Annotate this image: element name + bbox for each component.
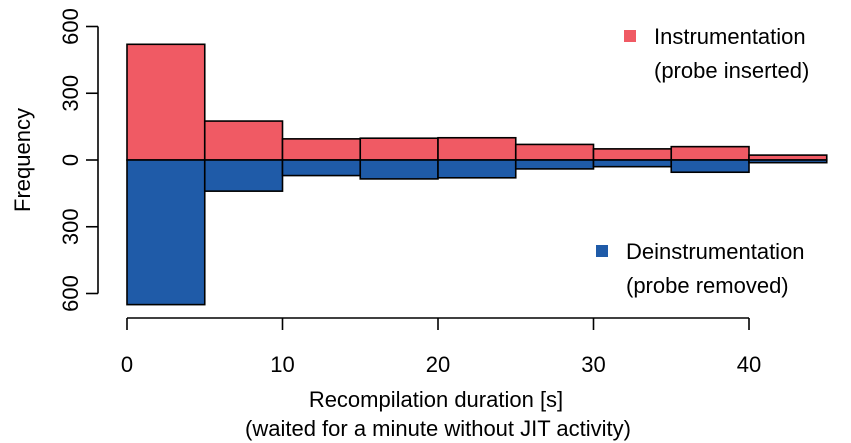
bar-instrumentation-0 [126,43,206,161]
x-tick-label-20: 20 [426,352,450,377]
bar-instrumentation-20 [437,136,517,161]
bar-deinstrumentation-25 [514,159,595,170]
bar-deinstrumentation-15 [359,159,439,180]
bar-deinstrumentation-20 [437,159,517,179]
legend-sublabel-instrumentation: (probe inserted) [654,58,809,83]
bar-deinstrumentation-10 [281,159,362,177]
legend-deinstrumentation: Deinstrumentation (probe removed) [596,239,805,298]
instrumentation-bars [126,43,828,161]
y-tick-label-2: 0 [58,154,83,166]
y-tick-label-3: 300 [58,208,83,245]
bar-instrumentation-5 [203,120,284,161]
legend-swatch-instrumentation [624,30,636,42]
legend-label-deinstrumentation: Deinstrumentation [626,239,805,264]
deinstrumentation-bars [126,159,828,306]
x-axis-ticks: 0 10 20 30 40 [121,318,761,377]
bar-deinstrumentation-0 [126,159,206,306]
x-tick-label-0: 0 [121,352,133,377]
x-tick-label-10: 10 [270,352,294,377]
x-axis-subtitle: (waited for a minute without JIT activit… [245,416,631,441]
y-tick-label-0: 600 [58,8,83,45]
bar-instrumentation-10 [281,138,362,161]
bar-deinstrumentation-40 [748,159,828,164]
bar-instrumentation-30 [592,148,673,161]
legend-instrumentation: Instrumentation (probe inserted) [624,24,809,83]
x-tick-label-40: 40 [737,352,761,377]
y-tick-label-4: 600 [58,275,83,312]
bar-instrumentation-35 [670,145,750,161]
legend-label-instrumentation: Instrumentation [654,24,806,49]
legend-sublabel-deinstrumentation: (probe removed) [626,273,789,298]
bar-deinstrumentation-5 [203,159,284,192]
x-axis-title: Recompilation duration [s] [309,387,563,412]
bar-instrumentation-15 [359,137,439,161]
x-tick-label-30: 30 [581,352,605,377]
y-axis-ticks: 600 300 0 300 600 [58,8,98,312]
legend-swatch-deinstrumentation [596,245,608,257]
bar-deinstrumentation-35 [670,159,750,174]
y-axis-title: Frequency [10,108,35,212]
bar-instrumentation-25 [514,143,595,161]
bar-deinstrumentation-30 [592,159,673,168]
y-tick-label-1: 300 [58,75,83,112]
